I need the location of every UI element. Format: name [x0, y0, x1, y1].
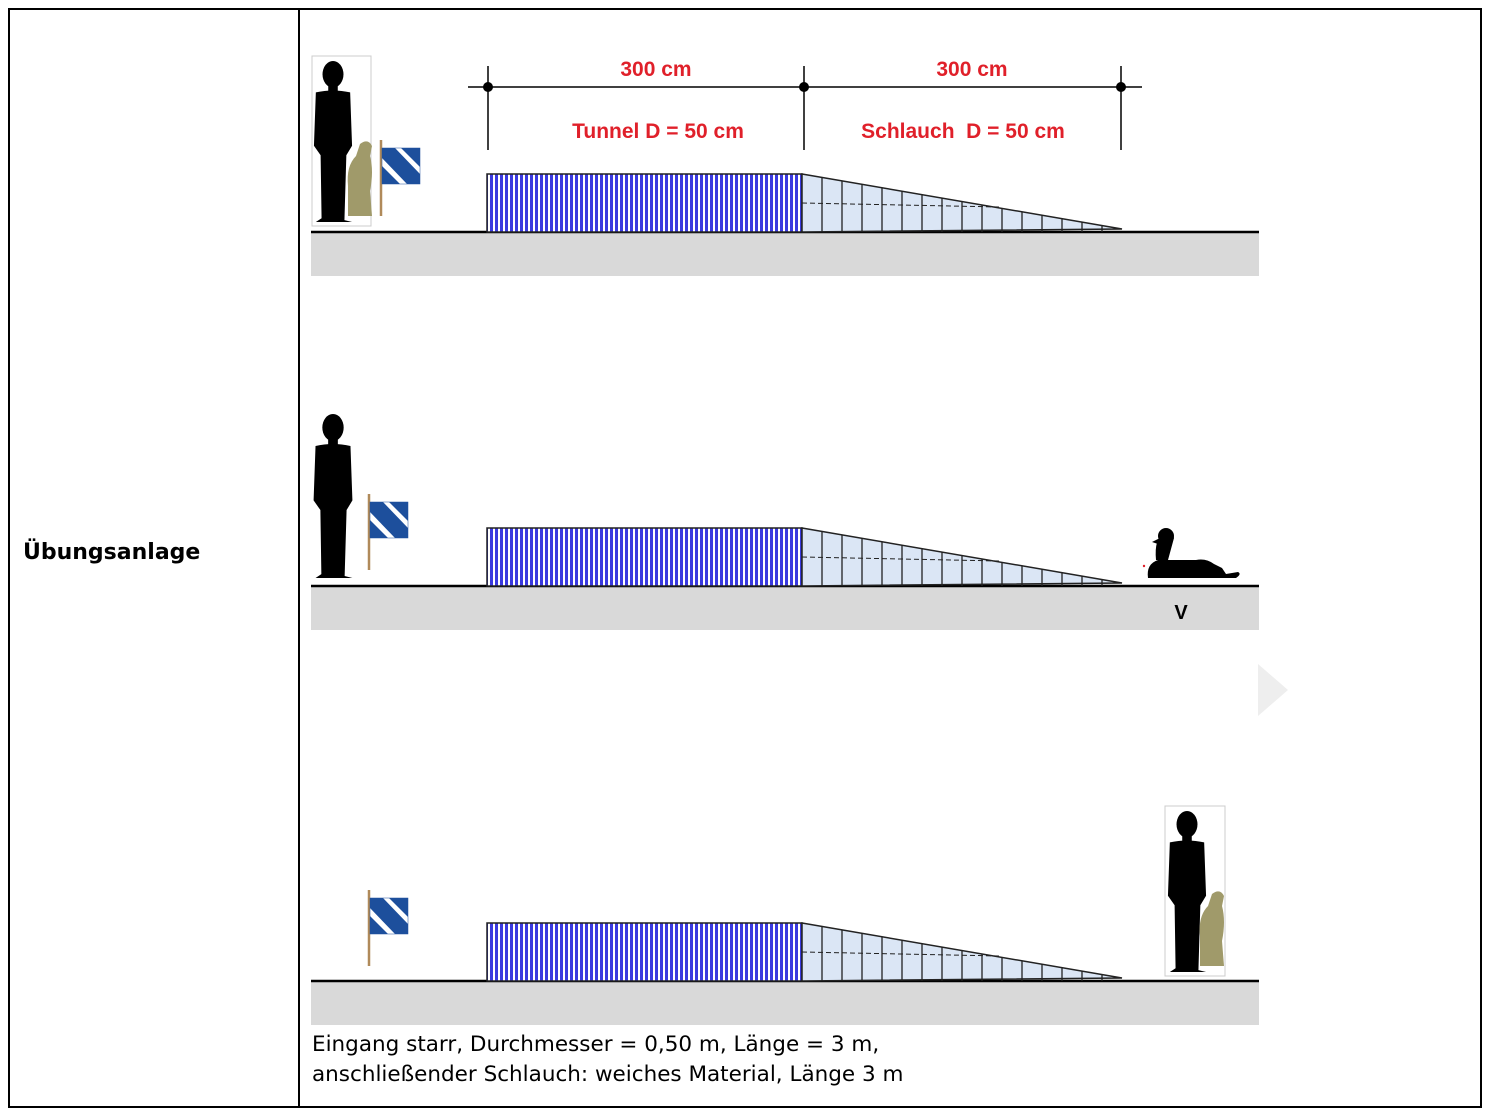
tunnel-diameter-label: Tunnel D = 50 cm: [572, 120, 744, 143]
soft-hose: [801, 922, 1123, 982]
caption-line-2: anschließender Schlauch: weiches Materia…: [312, 1062, 904, 1087]
dog-lying-icon: [1142, 528, 1240, 578]
dog-sitting-icon: [347, 141, 372, 216]
scene-handler-at-exit: [311, 805, 1259, 1025]
handler-icon: [1167, 810, 1207, 972]
rigid-tunnel: [486, 527, 803, 587]
scene-dog-at-exit: [311, 413, 1259, 630]
dimension-lines: [468, 66, 1142, 150]
hose-diameter-label: Schlauch D = 50 cm: [861, 120, 1065, 143]
caption-line-1: Eingang starr, Durchmesser = 0,50 m, Län…: [312, 1032, 880, 1057]
ground-band: [311, 232, 1259, 276]
scene-start-with-dog: [311, 55, 1259, 276]
caption: Eingang starr, Durchmesser = 0,50 m, Län…: [312, 1030, 903, 1090]
watermark-shape: [1258, 664, 1288, 716]
soft-hose: [801, 527, 1123, 587]
flag-icon: [367, 494, 409, 570]
figure-frame: [1164, 805, 1226, 977]
tunnel-length-label: 300 cm: [620, 58, 691, 81]
column-divider: [298, 8, 300, 1108]
dog-sitting-icon: [1199, 891, 1224, 966]
soft-hose: [801, 173, 1123, 233]
figure-frame: [311, 55, 372, 227]
rigid-tunnel: [486, 173, 803, 233]
hose-length-label: 300 cm: [936, 58, 1007, 81]
flag-icon: [367, 890, 409, 966]
row-label: Übungsanlage: [23, 540, 201, 565]
ground-band: [311, 586, 1259, 630]
flag-icon: [379, 140, 421, 216]
handler-icon: [313, 60, 353, 223]
ground-band: [311, 981, 1259, 1025]
rigid-tunnel: [486, 922, 803, 982]
handler-icon: [313, 413, 353, 578]
v-marker: V: [1174, 602, 1188, 624]
